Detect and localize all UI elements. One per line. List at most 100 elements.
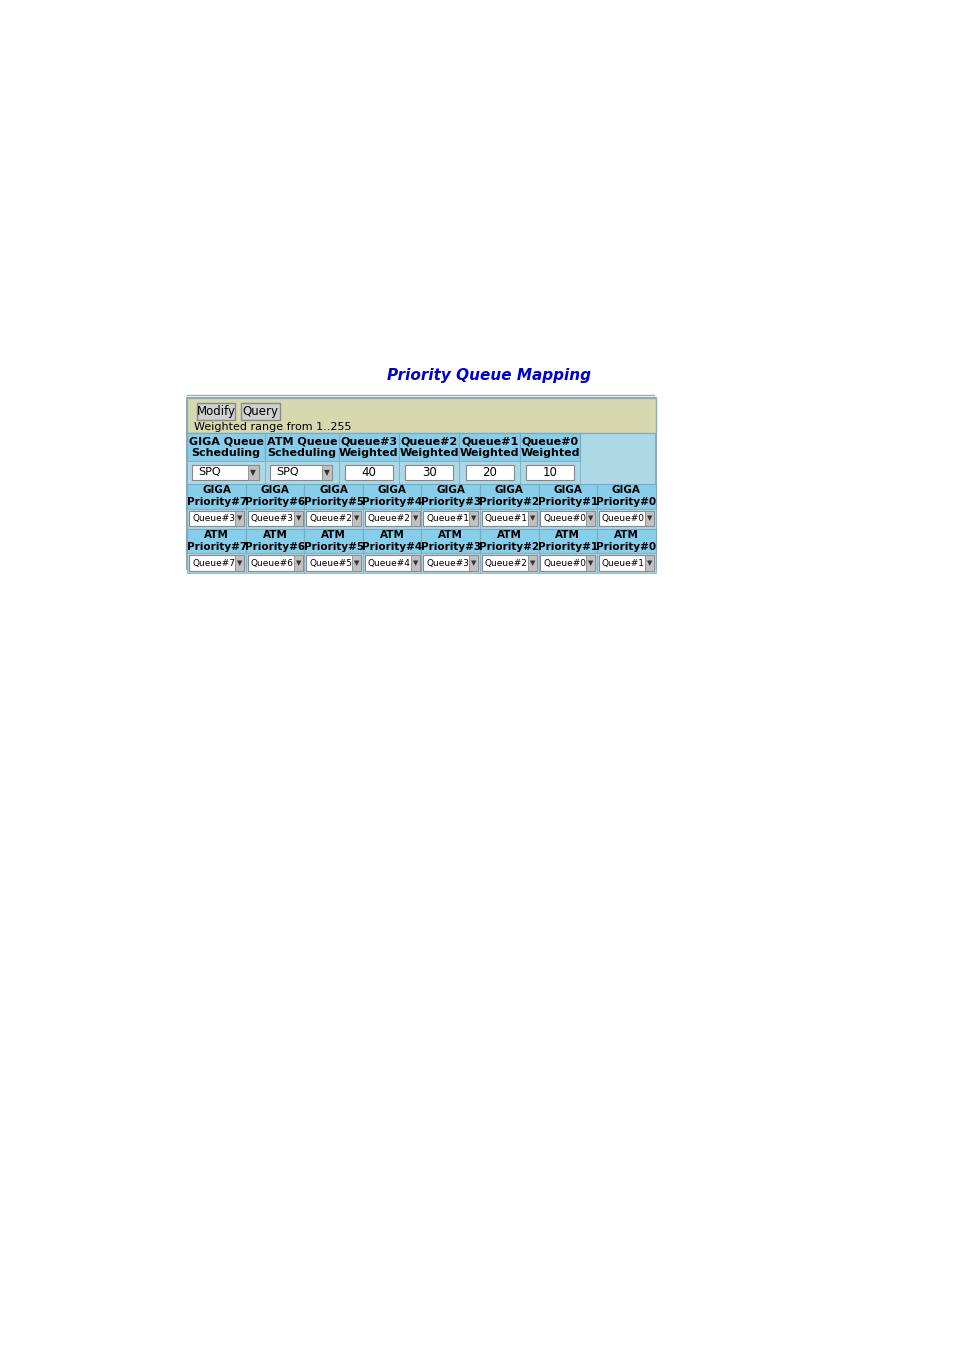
Text: Queue#1: Queue#1 [426, 514, 469, 522]
Bar [189, 555, 244, 571]
Text: ▼: ▼ [646, 560, 651, 566]
Text: Queue#1: Queue#1 [601, 559, 644, 567]
Text: ATM
Priority#6: ATM Priority#6 [245, 531, 305, 552]
Text: GIGA
Priority#4: GIGA Priority#4 [362, 486, 422, 508]
Text: ▼: ▼ [529, 560, 535, 566]
Text: Queue#0: Queue#0 [601, 514, 644, 522]
Bar [352, 555, 361, 571]
Text: ATM
Priority#7: ATM Priority#7 [187, 531, 247, 552]
Bar [234, 555, 244, 571]
Bar [459, 460, 519, 483]
Bar [421, 509, 479, 528]
Bar [537, 528, 597, 554]
Text: ▼: ▼ [237, 560, 242, 566]
Bar [585, 555, 595, 571]
Bar [421, 554, 479, 574]
Bar [304, 554, 362, 574]
Bar [539, 555, 595, 571]
Bar [362, 554, 421, 574]
Bar [246, 554, 304, 574]
Text: Weighted range from 1..255: Weighted range from 1..255 [193, 423, 351, 432]
Text: Queue#2: Queue#2 [309, 514, 352, 522]
Text: ▼: ▼ [471, 560, 476, 566]
Text: Queue#3
Weighted: Queue#3 Weighted [338, 436, 398, 458]
Bar [187, 398, 655, 433]
Bar [479, 509, 537, 528]
Bar [338, 433, 398, 460]
Bar [246, 509, 304, 528]
Bar [479, 554, 537, 574]
Text: Queue#2: Queue#2 [367, 514, 410, 522]
Text: GIGA
Priority#5: GIGA Priority#5 [303, 486, 363, 508]
Bar [265, 460, 338, 483]
Text: ATM
Priority#0: ATM Priority#0 [596, 531, 656, 552]
Text: ▼: ▼ [354, 560, 359, 566]
Text: Query: Query [242, 405, 278, 418]
Bar [248, 464, 258, 481]
Bar [598, 555, 654, 571]
Bar [644, 510, 654, 526]
Bar [246, 528, 304, 554]
Text: ▼: ▼ [529, 516, 535, 521]
Text: 30: 30 [421, 466, 436, 479]
Text: ▼: ▼ [471, 516, 476, 521]
Text: 10: 10 [542, 466, 557, 479]
Bar [537, 554, 597, 574]
Bar [527, 555, 537, 571]
Text: ▼: ▼ [250, 468, 256, 477]
Bar [241, 404, 279, 420]
Bar [469, 510, 478, 526]
Bar [410, 510, 419, 526]
Text: ▼: ▼ [324, 468, 330, 477]
Bar [362, 528, 421, 554]
Text: Priority Queue Mapping: Priority Queue Mapping [387, 369, 590, 383]
Bar [304, 528, 362, 554]
Bar [234, 510, 244, 526]
Text: Queue#4: Queue#4 [367, 559, 410, 567]
Bar [187, 528, 246, 554]
Bar [410, 555, 419, 571]
Text: Queue#5: Queue#5 [309, 559, 352, 567]
Text: ▼: ▼ [646, 516, 651, 521]
Text: Modify: Modify [196, 405, 235, 418]
Bar [422, 555, 478, 571]
Text: Queue#1
Weighted: Queue#1 Weighted [459, 436, 518, 458]
Text: ▼: ▼ [295, 560, 300, 566]
Bar [187, 460, 265, 483]
Text: ATM
Priority#5: ATM Priority#5 [303, 531, 363, 552]
Bar [192, 464, 258, 481]
Bar [597, 554, 655, 574]
Bar [469, 555, 478, 571]
Bar [465, 464, 513, 481]
Text: Queue#3: Queue#3 [426, 559, 469, 567]
Bar [479, 483, 537, 509]
Text: ▼: ▼ [413, 516, 417, 521]
Bar [187, 483, 246, 509]
Bar [362, 483, 421, 509]
Bar [196, 404, 235, 420]
Bar [519, 433, 579, 460]
Text: GIGA Queue
Scheduling: GIGA Queue Scheduling [189, 436, 263, 458]
Bar [304, 509, 362, 528]
Bar [537, 483, 597, 509]
Text: Queue#0: Queue#0 [542, 559, 585, 567]
Bar [597, 528, 655, 554]
Text: ATM
Priority#4: ATM Priority#4 [362, 531, 422, 552]
Bar [265, 433, 338, 460]
Text: ▼: ▼ [237, 516, 242, 521]
Bar [338, 460, 398, 483]
Bar [525, 464, 574, 481]
Bar [187, 433, 265, 460]
Bar [597, 483, 655, 509]
Bar [362, 509, 421, 528]
Bar [405, 464, 453, 481]
Text: Queue#2: Queue#2 [484, 559, 527, 567]
Bar [352, 510, 361, 526]
Bar [398, 460, 459, 483]
Bar [519, 460, 579, 483]
Text: GIGA
Priority#7: GIGA Priority#7 [187, 486, 247, 508]
Text: Queue#2
Weighted: Queue#2 Weighted [399, 436, 458, 458]
Bar [479, 528, 537, 554]
Bar [294, 555, 303, 571]
Text: Queue#7: Queue#7 [192, 559, 234, 567]
